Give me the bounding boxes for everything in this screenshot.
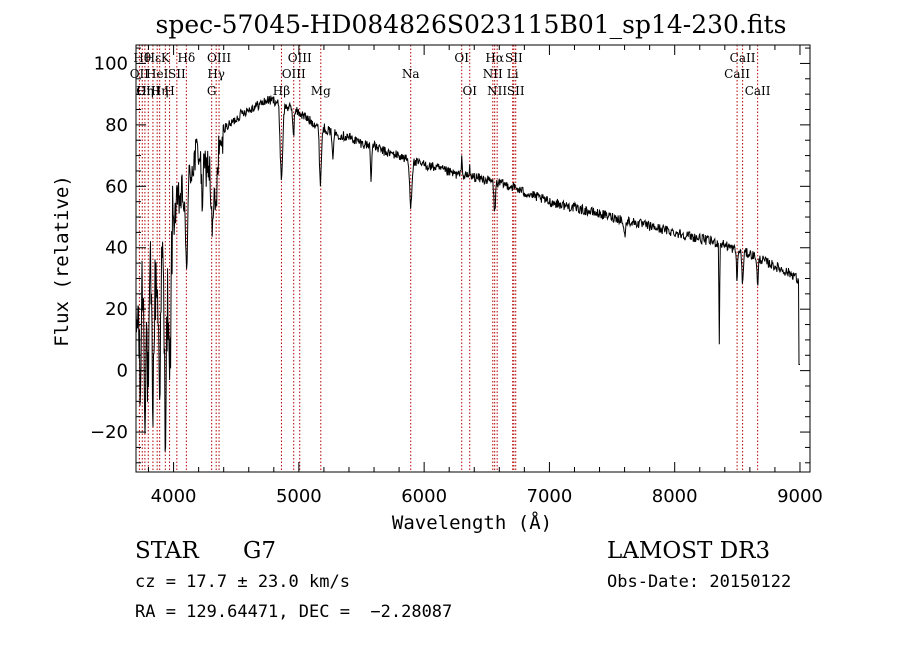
y-tick-label: 0 <box>117 361 128 382</box>
x-tick-label: 5000 <box>276 486 322 507</box>
line-marker-label: NII <box>483 67 503 81</box>
line-marker-label: CaII <box>724 67 750 81</box>
line-marker-label: OIII <box>288 51 312 65</box>
redshift-velocity: cz = 17.7 ± 23.0 km/s <box>135 572 350 592</box>
line-marker-label: SII <box>505 51 523 65</box>
line-marker-label: G <box>207 84 217 98</box>
line-marker-label: K <box>161 51 171 65</box>
y-tick-label: 40 <box>105 238 128 259</box>
y-tick-label: −20 <box>90 422 128 443</box>
line-marker-label: CaII <box>745 84 771 98</box>
line-marker-label: Hε <box>145 51 162 65</box>
line-marker-label: Na <box>402 67 420 81</box>
plot-frame <box>135 44 811 473</box>
y-tick-label: 80 <box>105 115 128 136</box>
object-subclass: G7 <box>243 538 277 564</box>
line-markers <box>138 45 759 472</box>
line-marker-label: Hη <box>151 84 169 98</box>
line-marker-label: OI <box>462 84 477 98</box>
x-tick-label: 4000 <box>151 486 197 507</box>
line-marker-label: Hγ <box>207 67 225 81</box>
y-axis-label: Flux (relative) <box>51 175 73 347</box>
object-class: STAR <box>135 538 199 564</box>
line-marker-label: CaII <box>730 51 756 65</box>
axis-ticks <box>136 45 810 472</box>
y-tick-label: 100 <box>94 53 128 74</box>
x-axis-label: Wavelength (Å) <box>392 511 552 534</box>
observation-date: Obs-Date: 20150122 <box>607 572 792 592</box>
y-tick-label: 20 <box>105 299 128 320</box>
line-marker-label: Hδ <box>178 51 196 65</box>
line-marker-label: Li <box>507 67 519 81</box>
coordinates: RA = 129.64471, DEC = −2.28087 <box>135 602 453 622</box>
x-tick-label: 9000 <box>777 486 823 507</box>
line-marker-label: Hα <box>485 51 504 65</box>
line-marker-label: HeI <box>146 67 169 81</box>
line-marker-label: OII <box>130 67 150 81</box>
tick-labels: 4000 5000 6000 7000 8000 9000 −20 0 20 40 60 80 100 <box>90 53 823 507</box>
x-tick-label: 6000 <box>401 486 447 507</box>
line-marker-label: H <box>164 84 174 98</box>
spectrum-line <box>135 95 800 452</box>
line-marker-label: OIII <box>207 51 231 65</box>
line-marker-label: OIII <box>136 84 160 98</box>
x-tick-label: 8000 <box>652 486 698 507</box>
line-marker-labels: OIIHθHηOIIIHεHeIHηKHSIIHδGHγOIIIHβOIIIOI… <box>130 51 771 98</box>
line-marker-label: Mg <box>311 84 331 98</box>
line-marker-label: NII <box>487 84 507 98</box>
line-marker-label: OIII <box>282 67 306 81</box>
survey-name: LAMOST DR3 <box>607 538 771 564</box>
line-marker-label: Hθ <box>133 51 151 65</box>
line-marker-label: Hβ <box>273 84 290 98</box>
y-tick-label: 60 <box>105 176 128 197</box>
line-marker-label: SII <box>507 84 525 98</box>
line-marker-label: SII <box>168 67 186 81</box>
x-tick-label: 7000 <box>527 486 573 507</box>
line-marker-label: OI <box>454 51 469 65</box>
chart-title: spec-57045-HD084826S023115B01_sp14-230.f… <box>156 10 787 39</box>
